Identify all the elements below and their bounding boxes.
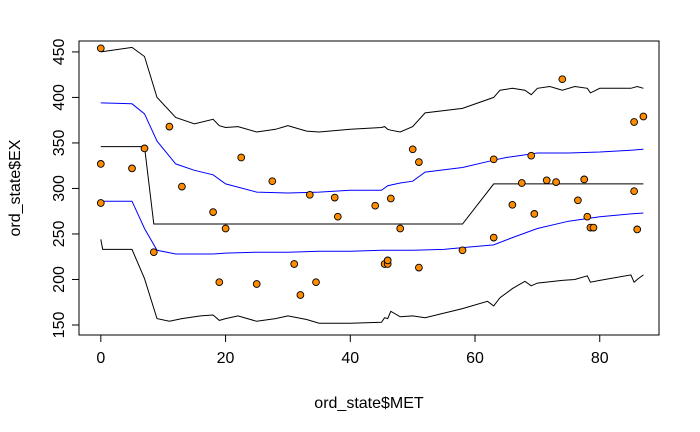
y-axis-title: ord_state$EX (7, 139, 24, 236)
data-point (252, 280, 261, 288)
data-point (589, 223, 598, 232)
x-tick-label: 80 (591, 350, 609, 367)
data-point (140, 144, 149, 153)
data-point (312, 278, 320, 287)
data-point (558, 75, 567, 84)
data-point (530, 210, 539, 218)
series-line-5 (100, 239, 644, 324)
series-line-1 (100, 46, 644, 133)
data-point (333, 212, 342, 221)
x-tick-label: 60 (466, 350, 484, 367)
data-point (268, 177, 277, 186)
data-point (552, 178, 560, 186)
y-axis: 150 200 250 300 350 400 450 (51, 38, 80, 339)
y-tick-label: 150 (51, 312, 68, 339)
data-point (330, 193, 339, 202)
data-point (383, 256, 392, 265)
data-point (209, 208, 217, 216)
x-axis-title: ord_state$MET (314, 395, 424, 412)
data-point (542, 176, 551, 185)
data-point (371, 201, 380, 210)
data-point (96, 44, 105, 53)
data-point (458, 246, 467, 255)
data-point (489, 155, 498, 164)
data-point (408, 145, 417, 154)
data-point (415, 158, 423, 166)
y-tick-label: 400 (51, 84, 68, 111)
x-tick-label: 40 (341, 350, 359, 367)
data-point (633, 225, 642, 234)
y-tick-label: 200 (51, 266, 68, 293)
scatter-points-layer (96, 44, 648, 299)
data-point (639, 112, 648, 121)
data-point (574, 196, 582, 205)
data-point (237, 153, 246, 162)
data-point (580, 175, 589, 184)
y-tick-label: 250 (51, 221, 68, 248)
data-point (290, 260, 299, 268)
x-axis: 0 20 40 60 80 (96, 334, 609, 367)
data-point (128, 164, 136, 173)
y-tick-label: 350 (51, 129, 68, 156)
series-line-4 (100, 200, 644, 255)
x-tick-label: 0 (96, 350, 105, 367)
data-point (517, 179, 526, 187)
data-point (396, 224, 405, 233)
data-point (178, 182, 186, 191)
data-point (96, 160, 105, 168)
x-tick-label: 20 (217, 350, 235, 367)
data-point (630, 118, 638, 126)
data-point (305, 190, 314, 199)
data-point (221, 224, 230, 233)
data-point (583, 212, 592, 221)
data-point (215, 278, 224, 287)
data-point (415, 263, 423, 272)
data-point (508, 200, 517, 209)
series-line-2 (100, 102, 644, 194)
data-point (96, 199, 105, 207)
data-point (296, 291, 305, 299)
data-point (165, 122, 174, 131)
plot-frame (78, 40, 660, 336)
y-tick-label: 300 (51, 175, 68, 202)
data-point (527, 151, 536, 160)
y-tick-label: 450 (51, 38, 68, 65)
data-point (386, 194, 395, 203)
data-point (489, 233, 498, 242)
data-point (630, 187, 638, 196)
data-point (149, 248, 158, 257)
